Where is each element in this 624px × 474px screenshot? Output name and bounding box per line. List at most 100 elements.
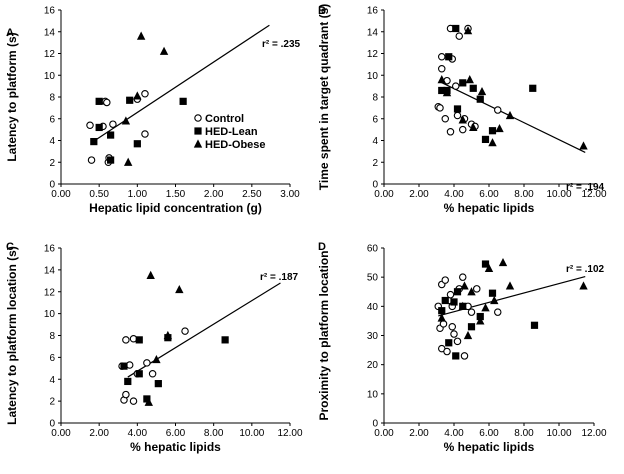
data-point (488, 127, 497, 135)
y-tick-label: 6 (49, 353, 55, 364)
data-point (175, 284, 184, 294)
data-point (143, 359, 151, 367)
data-point (472, 285, 481, 293)
data-point (460, 352, 469, 360)
data-point (443, 347, 451, 356)
data-point (451, 82, 460, 90)
y-tick-label: 0 (372, 419, 378, 430)
series-hed-lean (120, 334, 229, 403)
data-point (476, 316, 485, 325)
data-point (450, 330, 458, 338)
data-point (146, 270, 155, 279)
regression-line (91, 24, 270, 144)
data-point (437, 75, 446, 84)
data-point (124, 377, 132, 386)
x-tick-label: 6.00 (479, 428, 499, 439)
data-point (163, 330, 173, 340)
series-hed-lean (438, 24, 537, 144)
data-point (505, 110, 515, 120)
y-axis-label: Latency to platform (s) (5, 32, 19, 161)
y-tick-label: 8 (372, 93, 378, 104)
data-point (441, 115, 449, 123)
x-tick-label: 10.00 (546, 428, 571, 439)
data-point (437, 313, 446, 322)
data-point (179, 97, 187, 105)
data-point (530, 321, 539, 329)
data-point (438, 86, 446, 95)
panel-b: 0.00 2.00 4.00 6.00 8.00 10.00 12.00 0 2 4 6 8 10 12 1… (317, 4, 607, 215)
y-tick-label: 12 (44, 49, 56, 60)
data-point (126, 96, 134, 104)
data-point (453, 337, 462, 346)
y-tick-label: 4 (49, 136, 55, 147)
legend-marker (193, 139, 203, 148)
y-tick-label: 16 (367, 6, 379, 17)
data-point (103, 98, 111, 107)
legend-label: HED-Lean (205, 126, 258, 138)
data-point (455, 32, 463, 40)
data-point (154, 380, 162, 388)
y-tick-label: 20 (367, 360, 379, 371)
y-tick-label: 0 (49, 180, 55, 191)
series-hed-lean (90, 96, 187, 164)
series-control (118, 327, 189, 405)
data-point (436, 104, 444, 112)
data-point (579, 141, 588, 150)
data-point (446, 290, 455, 299)
y-axis-label: Latency to platform location (s) (5, 246, 19, 425)
data-point (107, 131, 115, 139)
data-point (495, 123, 504, 133)
x-tick-label: 2.00 (409, 428, 429, 439)
data-point (453, 105, 462, 113)
y-tick-label: 2 (49, 397, 55, 408)
data-point (441, 296, 449, 305)
r-squared-label: r² = .102 (566, 264, 605, 275)
data-point (144, 397, 153, 406)
data-point (493, 308, 502, 316)
regression-line (127, 282, 281, 378)
x-tick-label: 8.00 (204, 428, 224, 439)
y-tick-label: 4 (49, 375, 55, 386)
data-point (484, 263, 494, 273)
x-tick-label: 8.00 (514, 428, 534, 439)
data-point (120, 362, 128, 370)
data-point (458, 273, 467, 281)
data-point (450, 298, 458, 306)
data-point (488, 138, 497, 147)
data-point (129, 397, 138, 405)
data-point (438, 307, 446, 315)
data-point (86, 121, 94, 130)
y-axis-label: Proximity to platform location (317, 250, 331, 420)
panel-d: 0.00 2.00 4.00 6.00 8.00 10.00 12.00 0 10 20 30 40 5… (317, 241, 607, 454)
legend-label: HED-Obese (205, 139, 266, 151)
data-point (141, 89, 149, 98)
data-point (458, 125, 467, 134)
panel-letter: B (318, 5, 326, 17)
x-tick-label: 10.00 (239, 428, 264, 439)
y-tick-label: 10 (44, 71, 56, 82)
series-hed-obese (144, 270, 184, 406)
x-tick-label: 3.00 (280, 189, 300, 200)
y-tick-label: 10 (44, 309, 56, 320)
x-tick-label: 4.00 (128, 428, 148, 439)
data-point (481, 135, 490, 144)
y-axis-label: Time spent in target quadrant (s) (317, 4, 331, 190)
y-tick-label: 30 (367, 331, 379, 342)
data-point (437, 64, 446, 73)
x-tick-label: 6.00 (479, 189, 499, 200)
x-tick-label: 1.00 (128, 189, 148, 200)
data-point (458, 115, 467, 124)
y-tick-label: 0 (372, 180, 378, 191)
x-tick-label: 0.00 (51, 428, 71, 439)
data-point (469, 122, 478, 132)
x-tick-label: 0.50 (89, 189, 109, 200)
x-tick-label: 0.00 (51, 189, 71, 200)
data-point (135, 370, 143, 378)
data-point (122, 336, 130, 344)
y-tick-label: 50 (367, 273, 379, 284)
x-axis-label: % hepatic lipids (444, 440, 535, 454)
x-tick-label: 12.00 (277, 428, 302, 439)
x-axis-label: % hepatic lipids (444, 201, 535, 215)
data-point (445, 339, 453, 347)
x-tick-label: 8.00 (514, 189, 534, 200)
